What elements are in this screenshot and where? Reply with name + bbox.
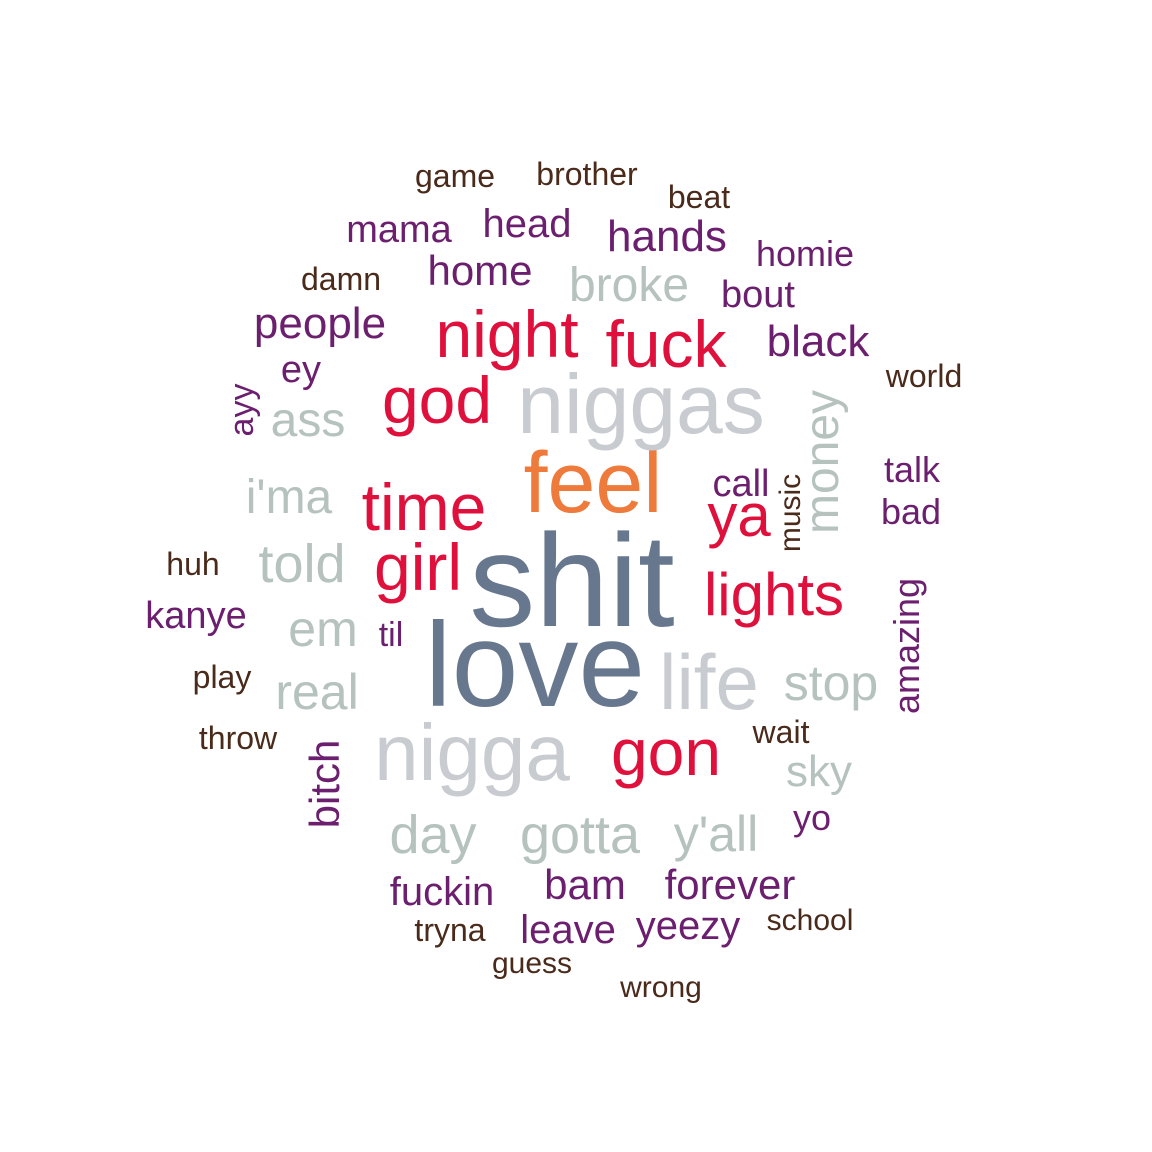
word-money: money xyxy=(796,390,849,534)
word-love: love xyxy=(425,598,645,732)
word-head: head xyxy=(483,202,572,246)
word-hands: hands xyxy=(607,212,727,261)
word-black: black xyxy=(767,317,871,366)
word-gotta: gotta xyxy=(520,805,641,865)
word-music: music xyxy=(774,474,807,552)
word-life: life xyxy=(659,638,759,726)
word-wrong: wrong xyxy=(619,971,702,1004)
word-yo: yo xyxy=(793,797,831,838)
word-ya: ya xyxy=(707,482,771,549)
word-fuckin: fuckin xyxy=(390,870,495,914)
word-i-ma: i'ma xyxy=(246,471,333,524)
word-people: people xyxy=(254,299,386,348)
word-ey: ey xyxy=(281,349,321,391)
word-call: call xyxy=(712,463,769,505)
word-ayy: ayy xyxy=(223,384,261,437)
word-world: world xyxy=(885,358,962,394)
word-fuck: fuck xyxy=(605,307,727,381)
word-broke: broke xyxy=(569,259,689,312)
word-til: til xyxy=(379,616,404,654)
word-time: time xyxy=(362,470,487,544)
word-bam: bam xyxy=(544,861,626,908)
word-leave: leave xyxy=(520,908,616,952)
word-niggas: niggas xyxy=(517,357,765,451)
word-god: god xyxy=(382,363,492,437)
word-real: real xyxy=(275,664,358,720)
word-ass: ass xyxy=(271,394,346,447)
word-y-all: y'all xyxy=(674,806,759,862)
word-bad: bad xyxy=(881,491,941,532)
word-huh: huh xyxy=(166,546,219,582)
word-night: night xyxy=(435,297,578,371)
word-kanye: kanye xyxy=(145,595,246,637)
word-lights: lights xyxy=(704,561,844,628)
word-shit: shit xyxy=(469,507,674,654)
word-day: day xyxy=(389,805,476,865)
word-beat: beat xyxy=(668,179,730,215)
word-sky: sky xyxy=(786,747,852,796)
word-school: school xyxy=(767,904,854,937)
word-amazing: amazing xyxy=(886,578,927,714)
word-yeezy: yeezy xyxy=(636,904,741,948)
word-stop: stop xyxy=(784,655,879,711)
word-throw: throw xyxy=(199,720,278,756)
word-damn: damn xyxy=(301,261,381,297)
word-brother: brother xyxy=(536,156,638,192)
word-home: home xyxy=(427,247,532,294)
word-homie: homie xyxy=(756,233,854,274)
word-guess: guess xyxy=(492,947,572,980)
word-told: told xyxy=(258,534,345,594)
word-wait: wait xyxy=(752,714,810,750)
word-bitch: bitch xyxy=(301,740,348,829)
word-mama: mama xyxy=(346,209,452,251)
word-nigga: nigga xyxy=(374,708,570,797)
word-girl: girl xyxy=(374,530,462,604)
word-bout: bout xyxy=(721,274,795,316)
word-tryna: tryna xyxy=(414,912,485,948)
word-game: game xyxy=(415,158,495,194)
word-em: em xyxy=(288,601,357,657)
word-forever: forever xyxy=(665,861,796,908)
word-feel: feel xyxy=(524,435,663,531)
word-gon: gon xyxy=(611,715,721,789)
word-talk: talk xyxy=(884,449,941,490)
word-play: play xyxy=(193,659,252,695)
